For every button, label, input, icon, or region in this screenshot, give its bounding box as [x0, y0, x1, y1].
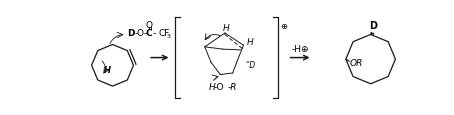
Text: -: - — [153, 28, 156, 37]
Text: D: D — [369, 21, 377, 31]
Text: -H⊕: -H⊕ — [291, 45, 309, 53]
Text: ''D: ''D — [245, 60, 255, 69]
Text: CF: CF — [158, 28, 170, 37]
Text: H: H — [104, 66, 111, 75]
Text: H: H — [247, 38, 253, 46]
Text: -: - — [143, 28, 147, 37]
Text: OR: OR — [350, 59, 363, 68]
Text: -O: -O — [213, 83, 224, 92]
Text: O: O — [136, 28, 143, 37]
Text: H: H — [209, 83, 216, 92]
Text: ⊕: ⊕ — [281, 21, 288, 30]
Text: -: - — [134, 28, 138, 37]
Text: D: D — [127, 28, 134, 37]
Text: 3: 3 — [167, 33, 170, 38]
Text: C: C — [146, 28, 152, 37]
Text: H: H — [222, 24, 229, 33]
Text: O: O — [145, 21, 153, 30]
Text: -R: -R — [228, 83, 237, 92]
